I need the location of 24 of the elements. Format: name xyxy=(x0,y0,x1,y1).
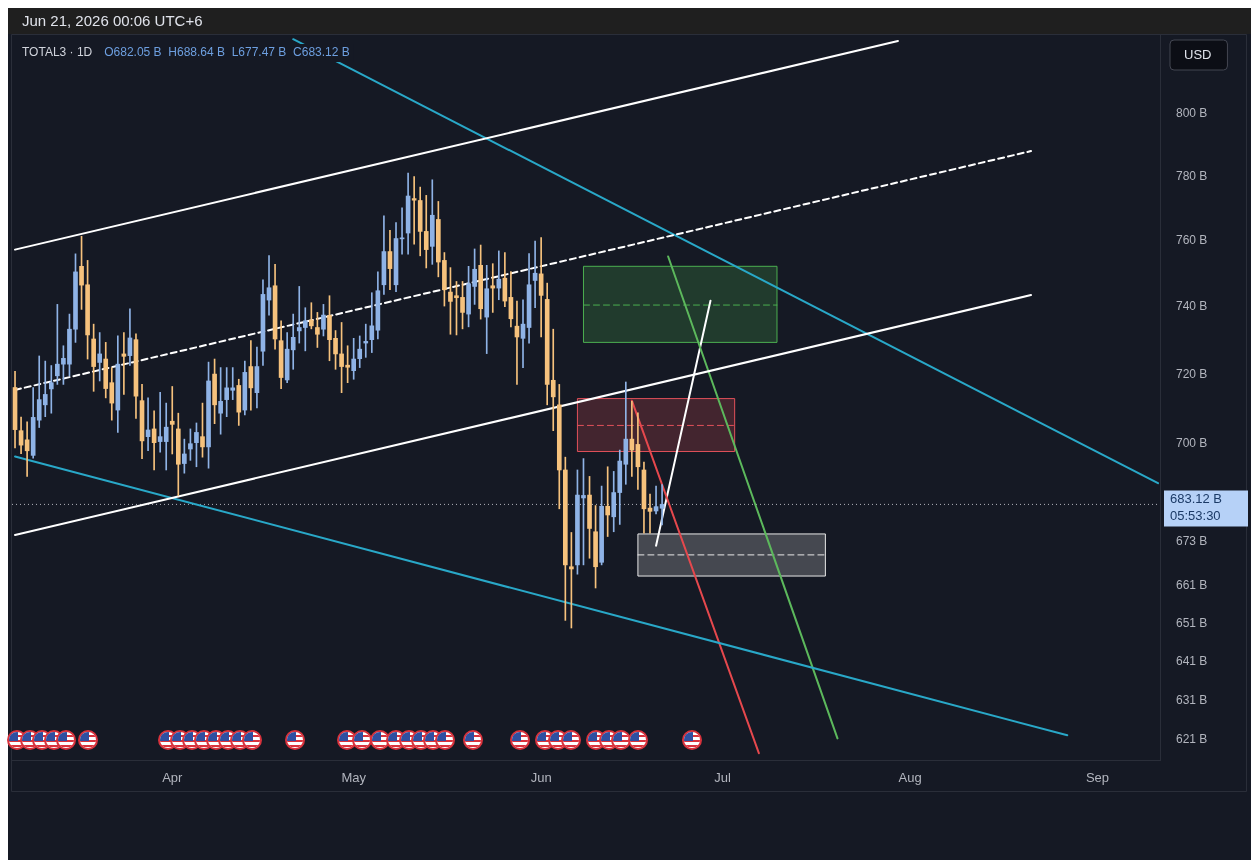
y-tick-label: 720 B xyxy=(1176,366,1208,381)
x-tick-label: Apr xyxy=(162,770,184,786)
text: TOTAL3 · 1D xyxy=(22,45,93,60)
x-tick-label: Sep xyxy=(1085,770,1110,786)
y-tick-label: 800 B xyxy=(1176,106,1208,121)
text: Jun 21, 2026 00:06 UTC+6 xyxy=(22,12,203,30)
y-tick-label: 760 B xyxy=(1176,233,1208,248)
text: 05:53:30 xyxy=(1170,507,1221,523)
y-tick-label: 780 B xyxy=(1176,168,1208,183)
x-tick-label: May xyxy=(341,770,367,786)
y-tick-label: 740 B xyxy=(1176,299,1208,314)
y-tick-label: 661 B xyxy=(1176,578,1208,593)
y-tick-label: 631 B xyxy=(1176,692,1208,707)
x-tick-label: Aug xyxy=(898,770,922,786)
y-tick-label: 651 B xyxy=(1176,615,1208,630)
text: O682.05 B H688.64 B L677.47 B C683.12 B xyxy=(104,45,350,60)
x-tick-label: Jul xyxy=(714,770,731,786)
y-tick-label: 641 B xyxy=(1176,653,1208,668)
x-tick-label: Jun xyxy=(530,770,552,786)
ref-line-label: 683.12 B xyxy=(1170,490,1223,506)
y-tick-label: 673 B xyxy=(1176,533,1208,548)
y-tick-label: 621 B xyxy=(1176,732,1208,747)
y-tick-label: 700 B xyxy=(1176,436,1208,451)
text: USD xyxy=(1184,46,1212,62)
